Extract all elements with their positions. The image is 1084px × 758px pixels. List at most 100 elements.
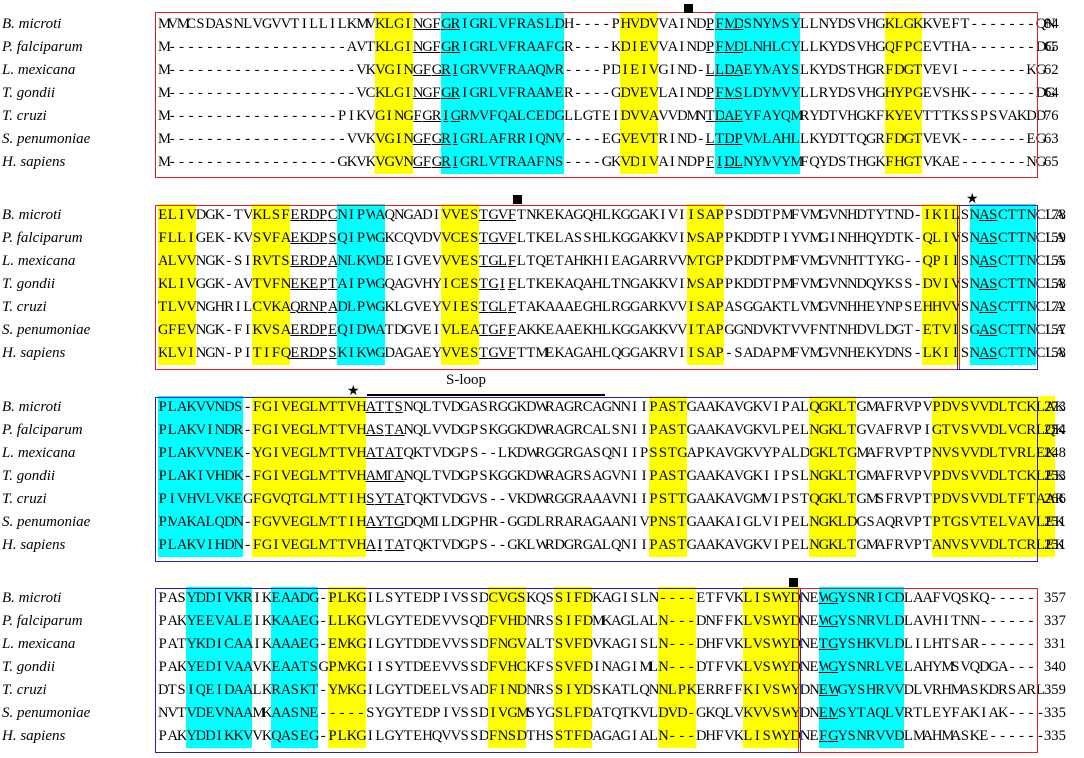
sequence-row: DTS I QE I DAALKRASKT - YMKGI LGYTDEELVSADF I NDN… [158,679,1045,702]
residue: G [309,633,320,656]
residue: A [242,633,253,656]
residue: K [365,131,377,147]
residue: - [686,702,696,725]
residue: T [1016,296,1027,319]
residue: M [318,488,331,511]
residue: K [252,319,263,342]
residue: D [441,445,452,461]
residue: E [790,537,800,553]
residue: T [516,299,526,315]
residue: K [516,468,528,484]
residue: - [282,131,288,147]
residue: T [884,207,894,223]
residue-count: 254 [1044,422,1066,438]
residue: L [922,342,932,365]
residue: G [620,322,631,338]
residue: I [639,151,649,174]
residue: C [997,296,1008,319]
residue: R [1026,534,1036,557]
residue: K [714,399,726,415]
residue: C [1035,322,1046,338]
residue: V [441,227,452,250]
residue: H [592,253,603,269]
residue: G [460,468,471,484]
residue: I [622,590,628,606]
residue: D [582,633,593,656]
residue: M [639,659,653,675]
residue: C [1016,396,1027,419]
residue: Y [780,656,791,679]
residue: - [686,656,696,679]
residue: D [988,682,1000,698]
residue: N [299,702,310,725]
residue: M [158,108,171,124]
residue: V [441,342,452,365]
residue: I [254,590,260,606]
residue: M [780,276,794,292]
residue: E [790,514,800,530]
residue: - [226,85,232,101]
residue: G [818,253,830,269]
residue: K [214,230,226,246]
residue: L [649,705,658,721]
residue: - [990,728,996,744]
residue: D [695,659,707,675]
residue: V [931,273,942,296]
residue: - [1028,613,1034,629]
residue: L [903,659,913,675]
residue: G [460,491,471,507]
residue: T [1007,296,1017,319]
residue: G [441,13,452,36]
residue: L [516,105,527,128]
sequence-row: GFEVNGK- F I KVSAERDPEQI DWATDGVE I VLEATGFFAK… [158,319,1065,342]
residue: A [733,59,744,82]
residue: E [413,705,422,721]
residue: N [497,725,508,748]
residue: V [856,39,867,55]
residue: V [629,13,640,36]
residue: P [470,514,479,530]
residue: V [280,511,291,534]
residue: F [734,682,743,698]
residue: G [846,442,857,465]
residue: S [639,636,649,652]
residue: A [686,445,698,461]
residue: D [894,633,905,656]
residue: D [224,396,235,419]
residue: P [158,636,167,652]
residue: N [526,682,537,698]
residue: G [554,491,565,507]
residue: V [195,442,206,465]
residue: - [981,636,987,652]
residue: V [346,131,358,147]
residue: L [441,514,451,530]
residue: M [762,151,775,174]
sequence-row: PAKYDDI KKVVKQASEG- PLKGI LGYTEHQVVSSDFNSDT… [158,725,1045,748]
residue: A [979,250,990,273]
residue: G [903,128,914,151]
residue: A [780,445,792,461]
residue: A [337,273,348,296]
residue: R [224,299,234,315]
residue: G [705,250,716,273]
residue: N [960,613,971,629]
sequence-row: PAKYEEVALE I KKAAEG- LLKGVLGYTEDEVVSQDFVHDN… [158,610,1036,633]
residue: V [441,250,452,273]
residue: D [516,445,528,461]
residue: - [226,345,232,361]
residue: R [894,399,904,415]
residue: Y [875,276,886,292]
residue-count: 65 [1044,154,1059,170]
residue: R [648,299,659,315]
residue: S [960,253,969,269]
residue: - [971,39,977,55]
residue: L [997,488,1008,511]
residue: V [969,419,980,442]
residue: - [169,85,175,101]
residue: K [884,105,895,128]
residue: V [950,227,961,250]
residue: V [856,85,867,101]
residue: V [931,39,943,55]
sequence-row: PLAKVVNEK- YGI VEGLMTTVHATATQKTVDGPS - - LKDW… [158,442,1056,465]
residue: N [752,13,763,36]
